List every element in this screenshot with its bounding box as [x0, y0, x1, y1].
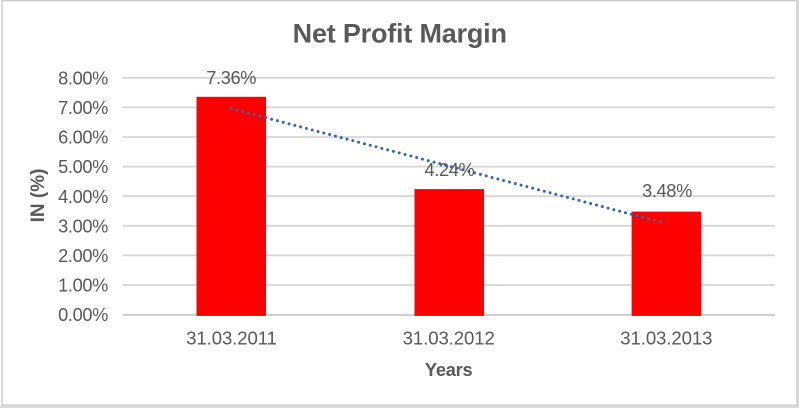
svg-text:3.48%: 3.48% — [642, 181, 692, 201]
svg-text:Years: Years — [425, 360, 473, 380]
svg-text:4.24%: 4.24% — [424, 160, 474, 180]
svg-text:4.00%: 4.00% — [58, 187, 108, 207]
svg-text:8.00%: 8.00% — [58, 69, 108, 89]
svg-text:7.36%: 7.36% — [206, 68, 256, 88]
svg-text:6.00%: 6.00% — [58, 128, 108, 148]
svg-text:1.00%: 1.00% — [58, 275, 108, 295]
svg-text:31.03.2011: 31.03.2011 — [186, 328, 277, 349]
svg-text:3.00%: 3.00% — [58, 216, 108, 236]
svg-text:31.03.2012: 31.03.2012 — [403, 328, 495, 349]
svg-text:5.00%: 5.00% — [58, 157, 108, 177]
svg-text:Net Profit Margin: Net Profit Margin — [293, 19, 507, 49]
svg-text:7.00%: 7.00% — [58, 98, 108, 118]
svg-text:2.00%: 2.00% — [58, 246, 108, 266]
svg-text:IN (%): IN (%) — [28, 169, 49, 223]
svg-text:0.00%: 0.00% — [58, 305, 108, 325]
svg-text:31.03.2013: 31.03.2013 — [620, 328, 712, 349]
